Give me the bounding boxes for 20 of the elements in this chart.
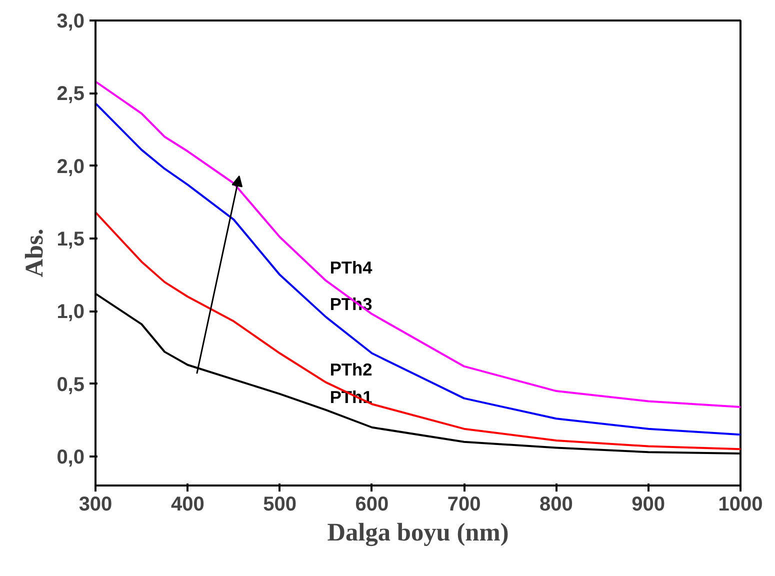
line-series (96, 211, 740, 450)
y-tick-label: 2,0 (56, 156, 85, 178)
y-tick-label: 3,0 (56, 10, 85, 32)
x-tick-label: 1000 (718, 494, 763, 516)
x-tick-label: 600 (355, 494, 389, 516)
y-tick-label: 1,5 (56, 228, 85, 250)
y-tick-label: 1,0 (56, 301, 85, 324)
x-tick-label: 700 (447, 494, 481, 516)
x-axis-title: Dalga boyu (nm) (327, 518, 509, 546)
y-tick-label: 0,0 (56, 446, 85, 468)
x-tick-label: 400 (170, 494, 204, 516)
x-tick-label: 900 (632, 494, 666, 516)
x-tick-label: 300 (78, 494, 112, 516)
y-tick-label: 2,5 (56, 83, 85, 106)
y-tick-label: 0,5 (56, 374, 85, 396)
series-label: PTh2 (330, 359, 372, 380)
x-tick-label: 500 (263, 494, 296, 516)
y-axis-title: Abs. (20, 228, 49, 278)
x-tick-label: 800 (540, 494, 573, 516)
series-label: PTh4 (330, 258, 373, 278)
